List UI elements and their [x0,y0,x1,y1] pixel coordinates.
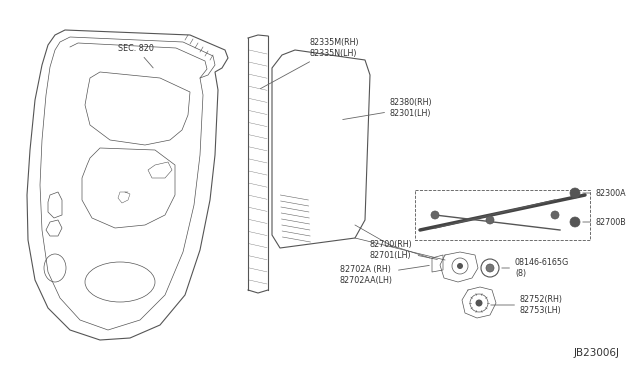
Circle shape [486,264,494,272]
Text: 82380(RH)
82301(LH): 82380(RH) 82301(LH) [343,98,433,119]
Circle shape [431,211,439,219]
Text: 82700B: 82700B [583,218,627,227]
Circle shape [486,216,494,224]
Circle shape [551,211,559,219]
Text: JB23006J: JB23006J [574,348,620,358]
Text: 08146-6165G
(8): 08146-6165G (8) [502,258,569,278]
Circle shape [457,263,463,269]
Text: SEC. 820: SEC. 820 [118,44,154,68]
Text: 82700(RH)
82701(LH): 82700(RH) 82701(LH) [370,240,437,260]
Text: 82300A: 82300A [583,189,627,198]
Text: 82752(RH)
82753(LH): 82752(RH) 82753(LH) [491,295,563,315]
Text: 82702A (RH)
82702AA(LH): 82702A (RH) 82702AA(LH) [340,265,429,285]
Circle shape [570,217,580,227]
Text: 82335M(RH)
82335N(LH): 82335M(RH) 82335N(LH) [260,38,360,89]
Circle shape [476,299,483,307]
Circle shape [570,188,580,198]
